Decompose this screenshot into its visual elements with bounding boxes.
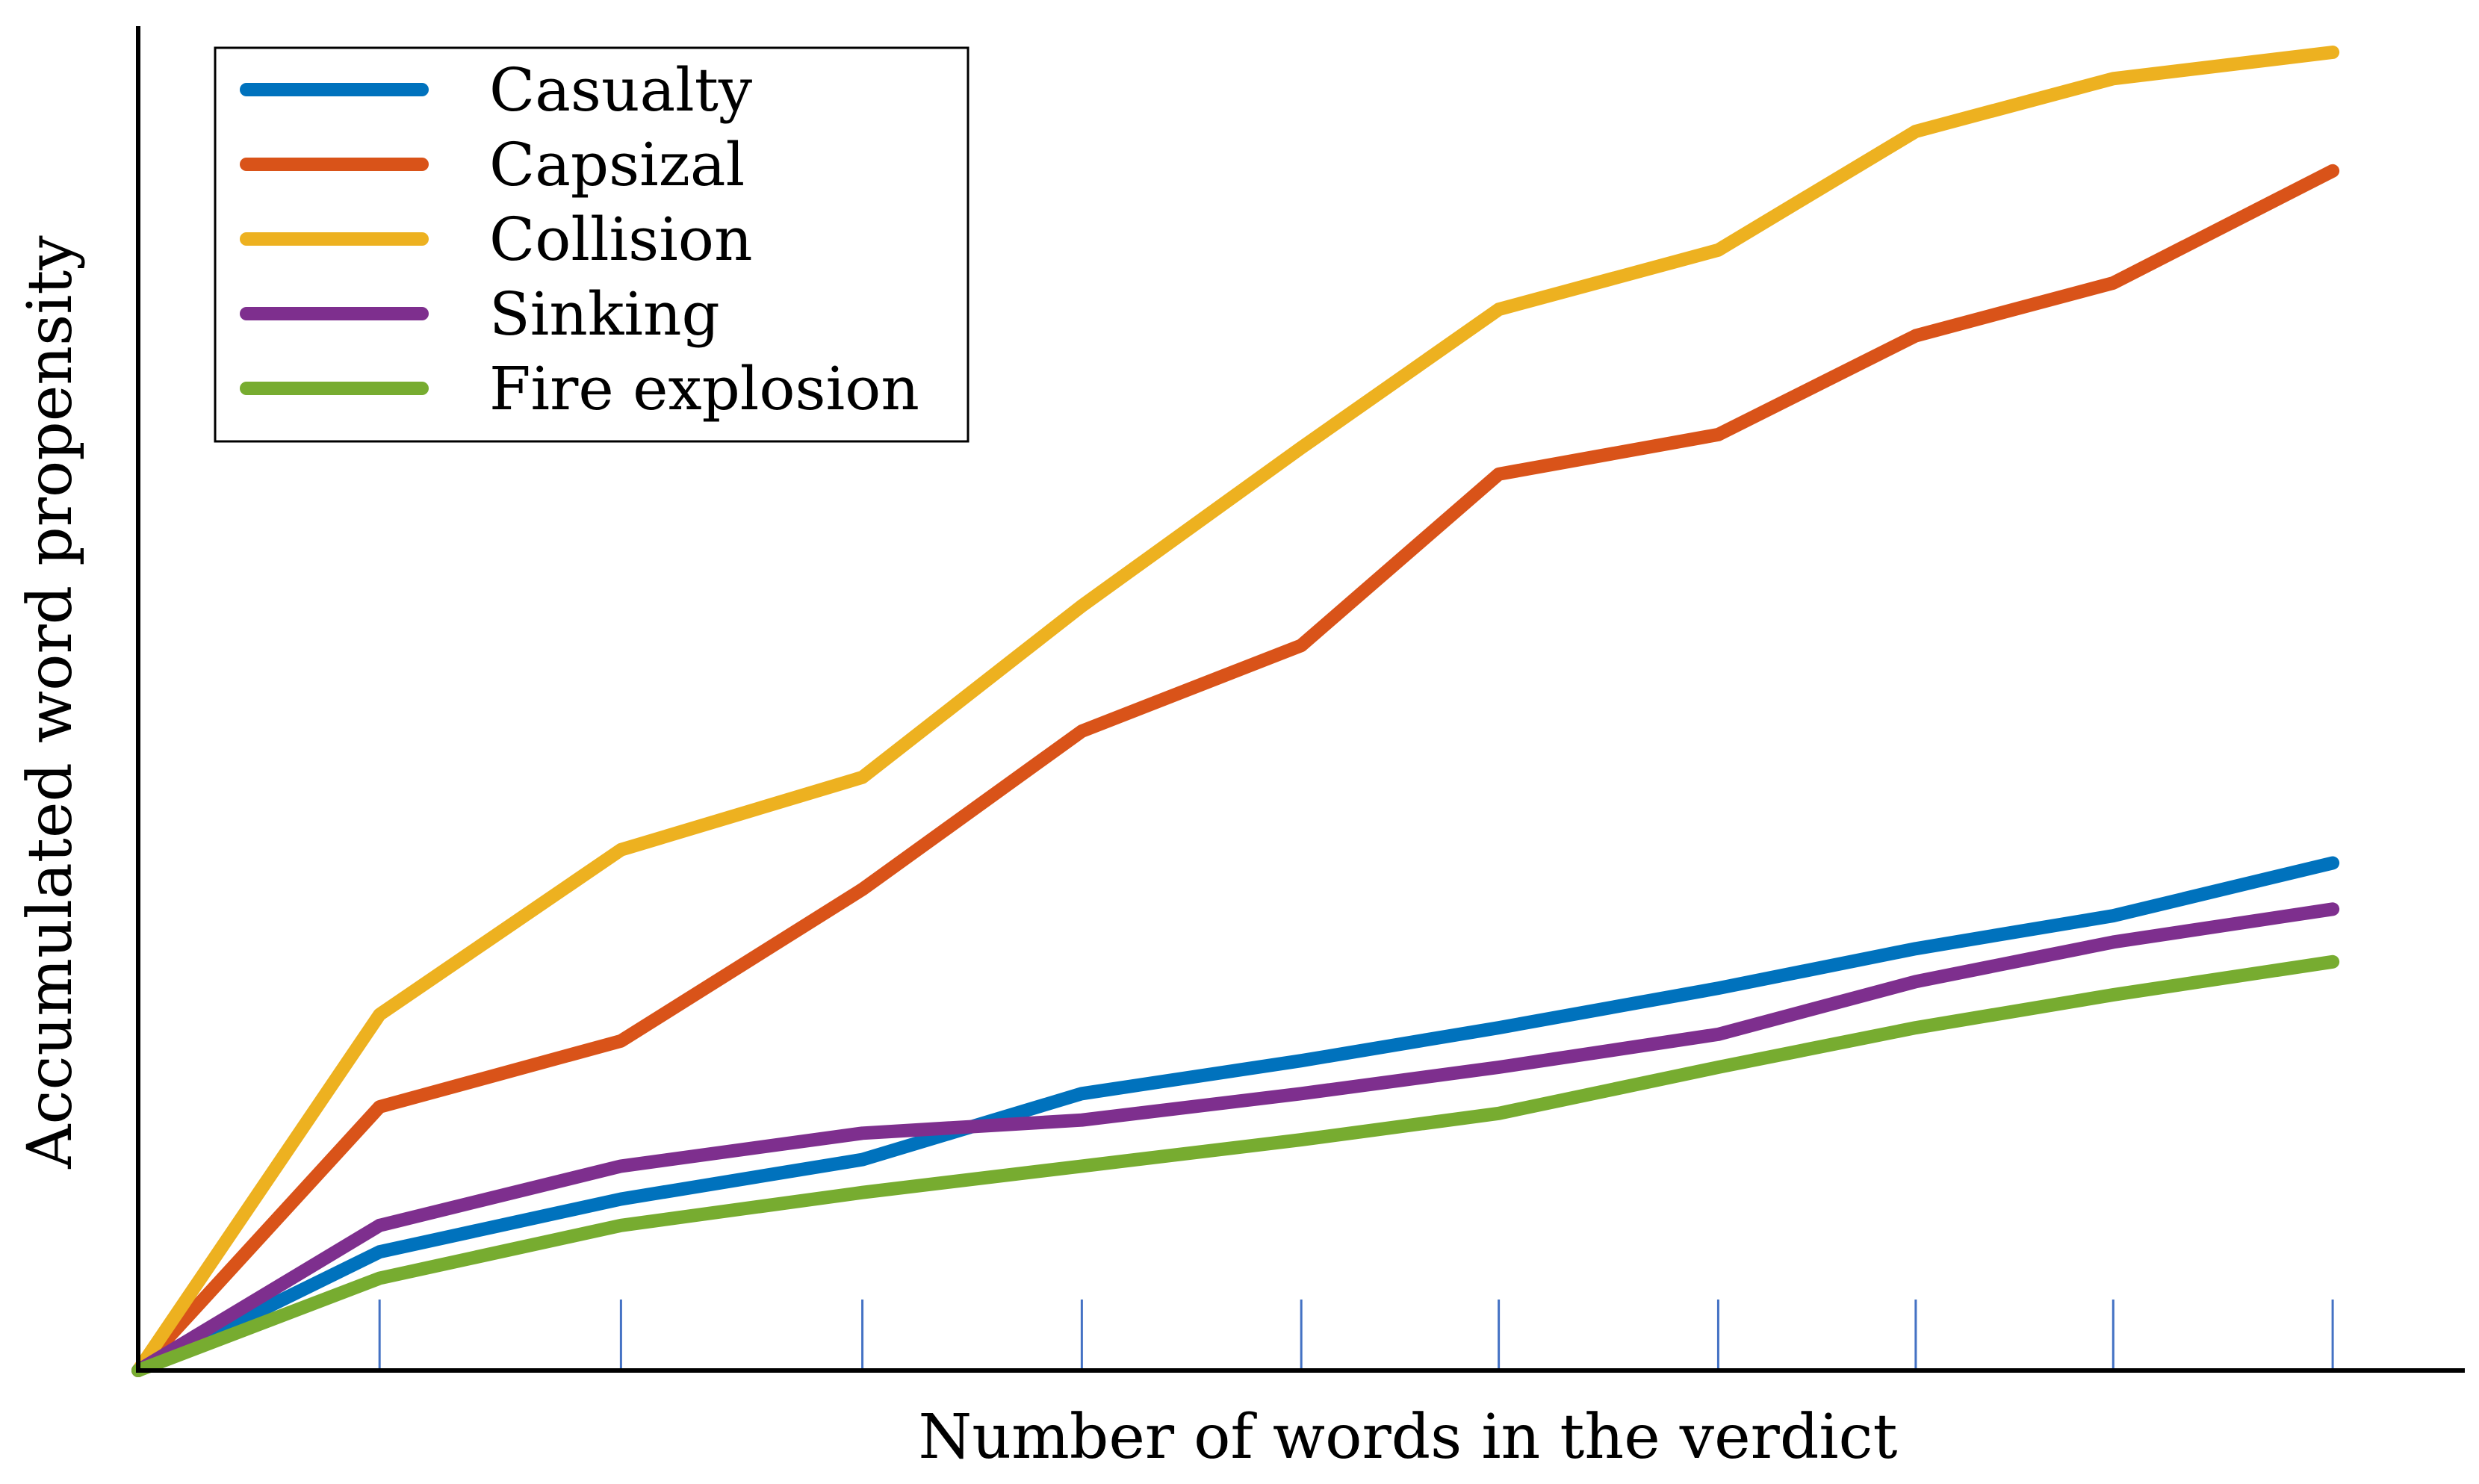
x-tick-marks — [378, 1300, 2334, 1370]
series-line-fire-explosion — [131, 954, 2340, 1377]
series-line-capsizal — [131, 164, 2340, 1377]
legend-label-casualty: Casualty — [489, 55, 752, 125]
legend-label-sinking: Sinking — [489, 279, 720, 349]
series-line-sinking — [131, 902, 2340, 1377]
legend-label-capsizal: Capsizal — [489, 130, 745, 199]
series-lines — [131, 46, 2340, 1377]
series-line-casualty — [131, 856, 2340, 1377]
y-axis-label: Accumulated word propensity — [15, 235, 86, 1170]
x-axis-label: Number of words in the verdict — [919, 1402, 1898, 1473]
series-line-collision — [131, 46, 2340, 1377]
legend-label-fire-explosion: Fire explosion — [489, 354, 919, 423]
legend-label-collision: Collision — [489, 205, 752, 274]
